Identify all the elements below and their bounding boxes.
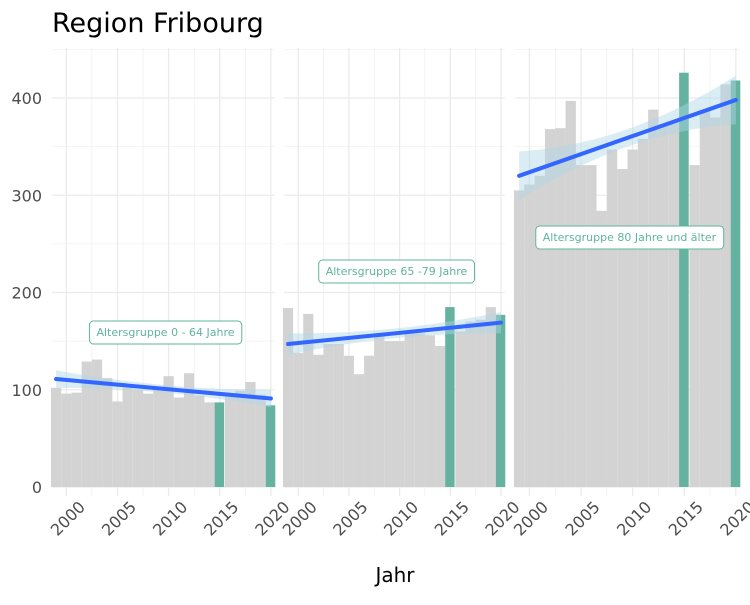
plot-layer: 0 100 200 300 400 Altersgruppe 0 - 64 Jahre 20…	[11, 48, 750, 540]
bar	[204, 402, 215, 487]
bar	[183, 373, 195, 487]
bar	[596, 210, 607, 487]
x-tick-label: 2005	[561, 497, 603, 539]
bar	[235, 390, 246, 487]
facet-panel: Altersgruppe 0 - 64 Jahre 2000 2005 2010 201…	[47, 48, 294, 540]
bar	[544, 129, 556, 487]
y-tick-label: 300	[11, 186, 42, 205]
x-tick-label: 2005	[98, 497, 140, 539]
bar	[465, 321, 476, 487]
highlight-bar	[679, 72, 689, 487]
bar	[364, 355, 375, 487]
highlight-bar	[445, 307, 455, 487]
x-tick-label: 2015	[200, 497, 242, 539]
bar	[710, 117, 721, 487]
facet-label-box	[88, 320, 243, 345]
bar	[606, 149, 618, 488]
bar	[658, 124, 669, 487]
bar	[555, 128, 566, 487]
bar	[668, 122, 680, 487]
y-tick-label: 200	[11, 284, 42, 303]
y-tick-label: 100	[11, 381, 42, 400]
chart-title: Region Fribourg	[52, 8, 264, 39]
bar	[435, 345, 446, 487]
bar	[374, 336, 385, 487]
bar	[534, 175, 545, 488]
bar	[71, 392, 82, 487]
bar	[404, 333, 415, 487]
bar	[586, 165, 597, 488]
x-tick-label: 2020	[716, 497, 750, 539]
bar	[153, 386, 164, 487]
x-tick-label: 2000	[47, 497, 89, 539]
bar	[333, 344, 344, 487]
bar	[343, 355, 354, 487]
facet-label-box	[535, 225, 725, 250]
x-axis-title: Jahr	[373, 563, 415, 587]
x-tick-label: 2005	[329, 497, 371, 539]
bar	[255, 394, 266, 487]
x-tick-label: 2015	[665, 497, 707, 539]
facet-label: Altersgruppe 0 - 64 Jahre	[96, 326, 234, 339]
bar	[102, 378, 113, 487]
highlight-bar	[214, 402, 225, 487]
bar	[689, 165, 700, 488]
bar	[353, 374, 365, 487]
bar	[293, 352, 304, 487]
bar	[565, 100, 576, 487]
bar	[513, 190, 525, 487]
facet-label: Altersgruppe 65 -79 Jahre	[326, 265, 468, 278]
x-tick-label: 2010	[149, 497, 191, 539]
bar	[50, 387, 62, 487]
bar	[173, 397, 184, 487]
bar	[194, 395, 205, 487]
highlight-bar	[730, 80, 741, 488]
bar	[91, 359, 103, 487]
x-tick-label: 2010	[613, 497, 655, 539]
bar	[122, 387, 133, 487]
bar	[132, 389, 144, 487]
bar	[617, 168, 628, 487]
bar	[245, 381, 256, 487]
y-tick-label: 0	[32, 478, 42, 497]
bar	[163, 376, 174, 487]
bar	[414, 333, 425, 487]
trend-line	[286, 320, 503, 347]
bar	[303, 313, 314, 487]
x-tick-label: 2010	[380, 497, 422, 539]
bar	[143, 393, 154, 487]
bar	[313, 354, 324, 487]
bar	[627, 149, 638, 488]
bar	[323, 344, 334, 487]
bar	[112, 401, 123, 487]
bar	[394, 341, 405, 487]
highlight-bar	[265, 405, 276, 487]
bar	[575, 165, 587, 488]
facet-label-box	[318, 259, 476, 284]
highlight-bar	[495, 314, 506, 487]
bar	[424, 335, 436, 487]
bar	[455, 331, 466, 487]
bar	[61, 393, 72, 487]
bar	[720, 84, 731, 487]
bar	[485, 307, 496, 487]
y-tick-label: 400	[11, 89, 42, 108]
bar	[384, 341, 395, 487]
bar	[524, 184, 535, 488]
trend-line	[54, 377, 273, 401]
bar	[637, 138, 649, 487]
trend-line	[517, 97, 738, 178]
bar	[648, 109, 659, 488]
facet-label: Altersgruppe 80 Jahre und älter	[543, 231, 717, 244]
x-tick-label: 2015	[431, 497, 473, 539]
bar	[699, 109, 711, 488]
bar	[282, 308, 294, 487]
bar	[475, 319, 486, 487]
bar	[81, 361, 92, 487]
bar	[224, 394, 236, 487]
